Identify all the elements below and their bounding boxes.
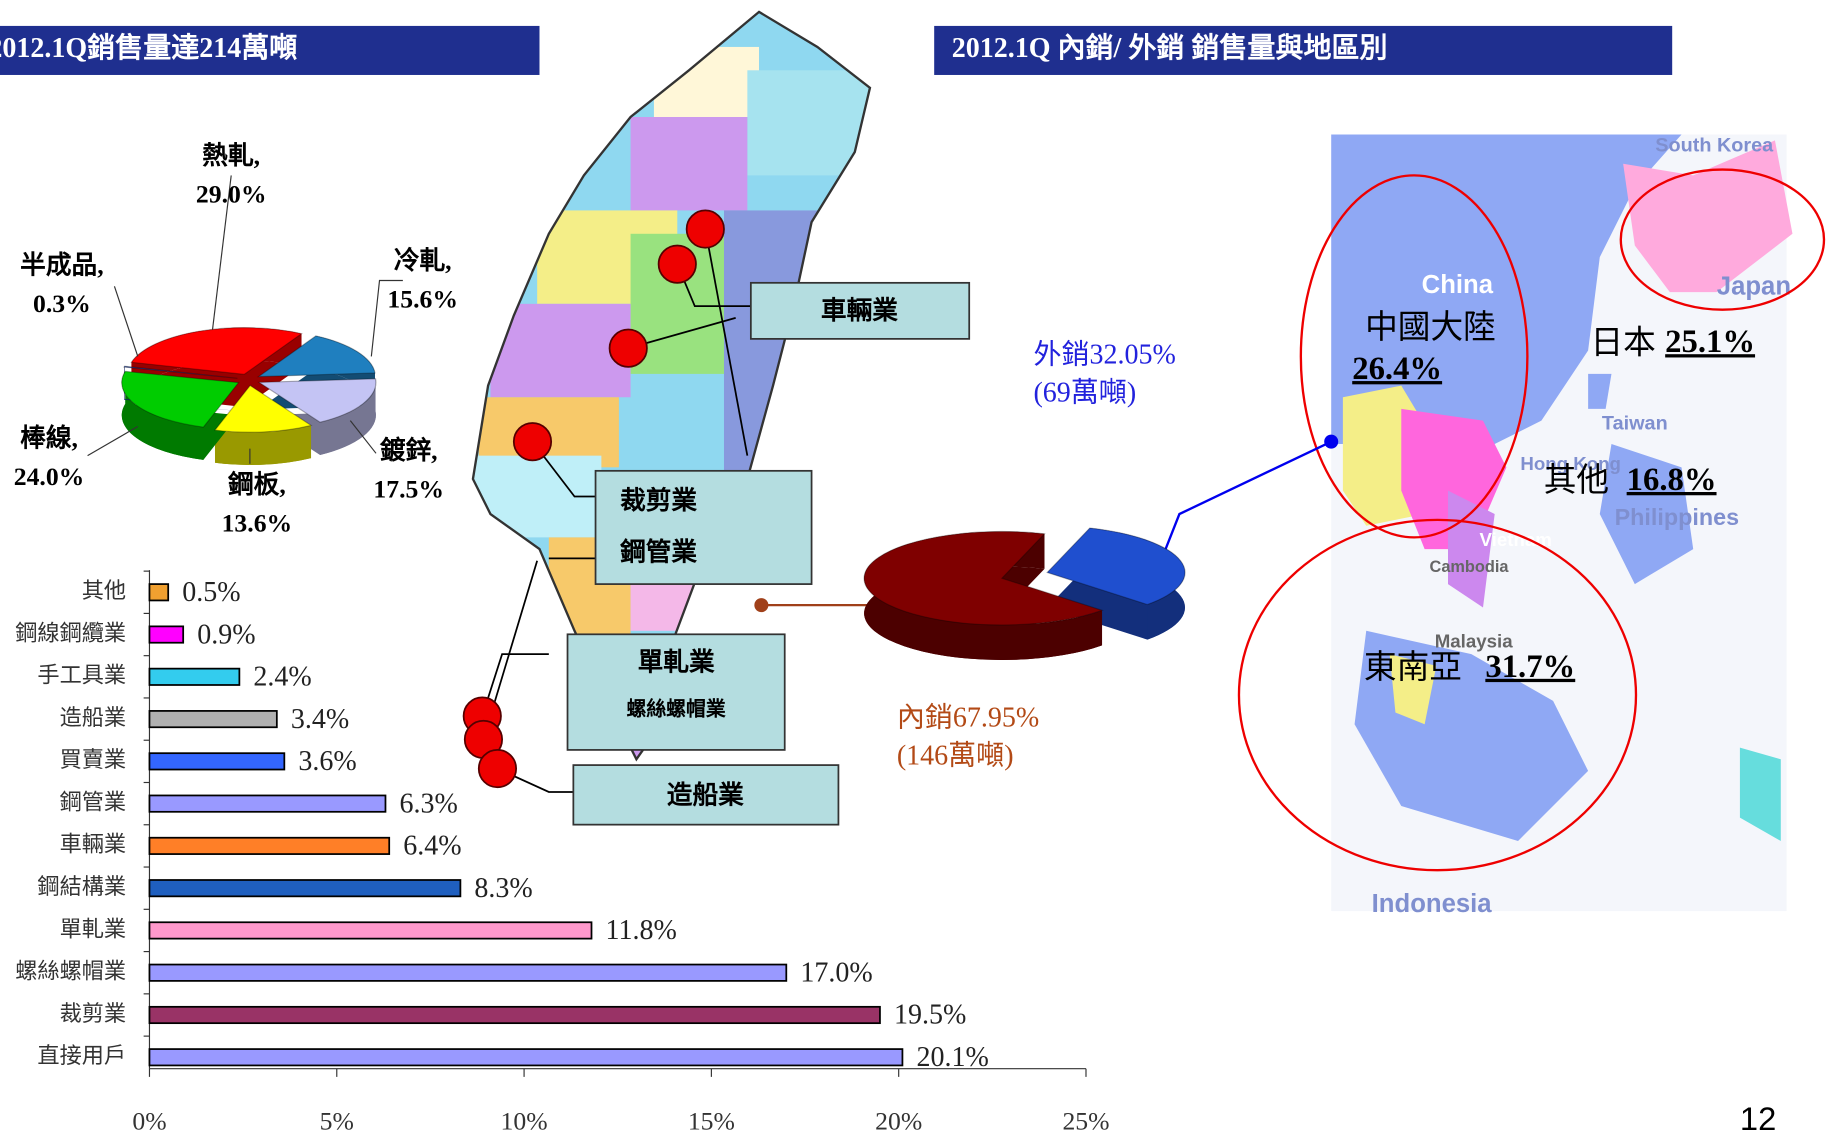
industry-label: 裁剪業 [620,486,697,515]
value-label: 11.8% [606,915,677,946]
pie-value-label: 0.3% [33,289,91,318]
pie-category-label: 半成品, [20,251,103,280]
region-share: 26.4% [1352,351,1442,387]
x-tick-label: 0% [132,1106,166,1135]
y-tick-label: 鋼管業 [60,789,127,814]
y-tick-label: 鋼線鋼纜業 [15,620,126,645]
industry-label: 車輛業 [821,296,898,325]
pie-annotation: (146萬噸) [897,740,1014,772]
pie-annotation: (69萬噸) [1033,376,1136,408]
region-share: 31.7% [1485,649,1575,685]
region-share: 16.8% [1627,462,1717,498]
pie-label: 內銷67.95% [897,702,1039,734]
region-name: 中國大陸 [1365,308,1496,345]
connector-dot [1324,435,1338,449]
leader-line [88,426,138,455]
header: 2012.1Q銷售量達214萬噸 [0,31,297,64]
pie-category-label: 外銷 [1033,339,1089,371]
slide: 2012.1Q銷售量達214萬噸 2012.1Q 內銷/ 外銷 銷售量與地區別 … [0,0,1831,1139]
bar [149,838,389,854]
pie-value-label: 24.0% [14,462,85,491]
pie-category-label: 冷軋, [394,245,452,275]
connector [1162,442,1331,559]
page: {"slide":{"headers":["2012.1Q銷售量達214萬噸",… [0,0,1831,1139]
industry-label: 螺絲螺帽業 [626,697,725,720]
pie-category-label: 棒線, [20,422,78,452]
leader-line [114,286,137,356]
pie-category-label: 鍍鋅, [379,435,438,465]
bar [149,795,385,811]
x-tick-label: 15% [688,1106,735,1135]
y-tick-label: 買賣業 [60,747,127,772]
value-label: 0.5% [182,577,240,608]
industry-label: 單軋業 [638,647,715,676]
region-share: 25.1% [1665,324,1755,360]
place-label: South Korea [1655,134,1774,156]
bar [149,669,239,685]
pie-value-label: 32.05% [1089,340,1175,371]
page-number: 12 [1740,1100,1776,1137]
header: 2012.1Q 內銷/ 外銷 銷售量與地區別 [952,31,1388,64]
value-label: 3.6% [298,746,356,777]
value-label: 6.4% [403,831,461,862]
bar [149,711,276,727]
pie-label: 外銷32.05% [1033,339,1175,371]
place-label: China [1422,271,1494,299]
y-tick-label: 裁剪業 [60,1001,127,1026]
bar [149,1007,879,1023]
x-tick-label: 25% [1062,1106,1109,1135]
bar [149,880,460,896]
y-tick-label: 螺絲螺帽業 [15,959,126,984]
place-label: Cambodia [1430,558,1510,576]
place-label: Taiwan [1602,412,1668,434]
value-label: 8.3% [474,873,532,904]
y-tick-label: 直接用戶 [37,1043,126,1068]
y-tick-label: 車輛業 [60,832,127,857]
x-tick-label: 5% [320,1106,354,1135]
pie-value-label: 29.0% [196,179,267,208]
pie-value-label: 17.5% [373,475,444,504]
industry-label: 鋼管業 [619,538,697,567]
value-label: 6.3% [399,788,457,819]
region-name: 日本 [1590,323,1655,360]
bar [149,922,591,938]
bar [149,753,284,769]
value-label: 20.1% [916,1042,988,1073]
connector-dot [754,598,768,612]
pie-category-label: 熱軋, [202,141,260,170]
value-label: 3.4% [291,704,349,735]
pie-category-label: 鋼板, [227,470,286,499]
y-tick-label: 造船業 [60,705,127,730]
pie-value-label: 67.95% [953,703,1039,734]
value-label: 0.9% [197,619,255,650]
y-tick-label: 單軋業 [60,916,127,941]
value-label: 17.0% [800,957,872,988]
place-label: Philippines [1615,504,1740,530]
bar [149,584,168,600]
industry-label: 造船業 [667,779,744,809]
region-name: 其他 [1544,461,1609,498]
x-tick-label: 10% [501,1106,548,1135]
value-label: 19.5% [894,1000,966,1031]
x-tick-label: 20% [875,1106,922,1135]
place-label: Indonesia [1372,890,1493,918]
pie-category-label: 內銷 [897,702,953,734]
y-tick-label: 鋼結構業 [37,874,126,899]
pie-value-label: 13.6% [222,509,293,538]
y-tick-label: 其他 [82,578,126,603]
place-label: Japan [1717,272,1791,300]
pie-value-label: 15.6% [387,284,458,313]
bar [149,965,786,981]
bar [149,1049,902,1065]
y-tick-label: 手工具業 [37,663,126,688]
bar [149,626,183,642]
value-label: 2.4% [253,662,311,693]
region-name: 東南亞 [1364,648,1462,685]
